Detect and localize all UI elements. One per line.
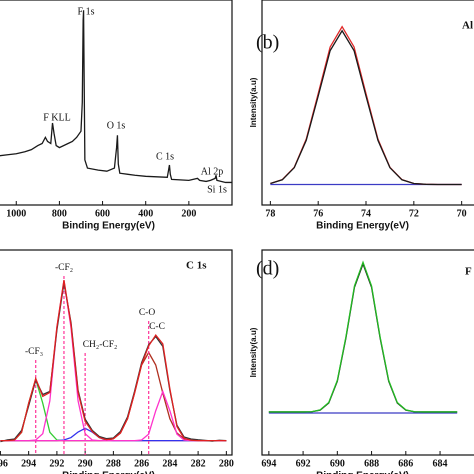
spectrum-line <box>0 282 227 443</box>
x-tick-label: 74 <box>361 208 371 219</box>
spectrum-line <box>0 280 227 442</box>
peak-annotation: F KLL <box>43 112 71 123</box>
panel-label: (d) <box>256 258 279 280</box>
x-tick-label: 282 <box>191 458 206 469</box>
x-tick-label: 800 <box>52 208 67 219</box>
peak-annotation: O 1s <box>107 120 126 131</box>
spectrum-line <box>270 29 462 186</box>
x-tick-label: 690 <box>330 458 345 469</box>
x-tick-label: 288 <box>106 458 121 469</box>
panel-title: F <box>465 266 472 278</box>
plot-frame <box>261 0 474 206</box>
peak-label: -CF₃ <box>25 347 43 357</box>
x-tick-label: 694 <box>261 458 276 469</box>
x-tick-label: 692 <box>296 458 311 469</box>
peak-label: CH₂-CF₂ <box>83 340 118 350</box>
spectrum-line <box>0 10 232 184</box>
x-axis-title: Binding Energy(eV) <box>316 221 409 232</box>
x-tick-label: 284 <box>162 458 177 469</box>
panel-title: Al <box>462 20 473 32</box>
x-tick-label: 280 <box>219 458 234 469</box>
peak-label: -CF₂ <box>55 263 73 273</box>
spectrum-line <box>0 376 227 442</box>
x-tick-label: 76 <box>313 208 323 219</box>
panel-label: (b) <box>256 32 279 54</box>
plot-frame <box>0 0 233 206</box>
peak-annotation: Si 1s <box>207 184 227 195</box>
spectrum-line <box>268 262 458 413</box>
spectrum-line <box>0 351 227 442</box>
x-tick-label: 296 <box>0 458 8 469</box>
peak-annotation: C 1s <box>156 151 174 162</box>
x-tick-label: 1000 <box>6 208 26 219</box>
x-tick-label: 684 <box>433 458 448 469</box>
peak-annotation: F 1s <box>78 6 95 17</box>
x-tick-label: 292 <box>49 458 64 469</box>
x-tick-label: 78 <box>265 208 275 219</box>
peak-annotation: Al 2p <box>201 166 224 177</box>
x-tick-label: 688 <box>364 458 379 469</box>
x-tick-label: 70 <box>457 208 467 219</box>
x-tick-label: 686 <box>398 458 413 469</box>
y-axis-title: Intensity(a.u) <box>249 77 258 127</box>
x-tick-label: 600 <box>95 208 110 219</box>
plot-frame <box>0 249 233 456</box>
spectrum-line <box>0 389 227 442</box>
spectrum-line <box>268 260 458 413</box>
x-tick-label: 200 <box>181 208 196 219</box>
x-tick-label: 72 <box>409 208 419 219</box>
panel-title: C 1s <box>186 260 207 272</box>
spectrum-line <box>0 280 227 442</box>
x-tick-label: 286 <box>134 458 149 469</box>
x-tick-label: 290 <box>78 458 93 469</box>
peak-label: C-C <box>149 322 165 332</box>
y-axis-title: Intensity(a.u) <box>249 327 258 377</box>
peak-label: C-O <box>139 308 156 318</box>
x-axis-title: Binding Energy(eV) <box>62 221 155 232</box>
x-axis-title: Binding Energy(eV) <box>62 471 155 474</box>
spectrum-line <box>270 25 462 186</box>
x-tick-label: 294 <box>21 458 36 469</box>
x-axis-title: Binding Energy(eV) <box>316 471 409 474</box>
x-tick-label: 400 <box>138 208 153 219</box>
plot-frame <box>261 249 474 456</box>
